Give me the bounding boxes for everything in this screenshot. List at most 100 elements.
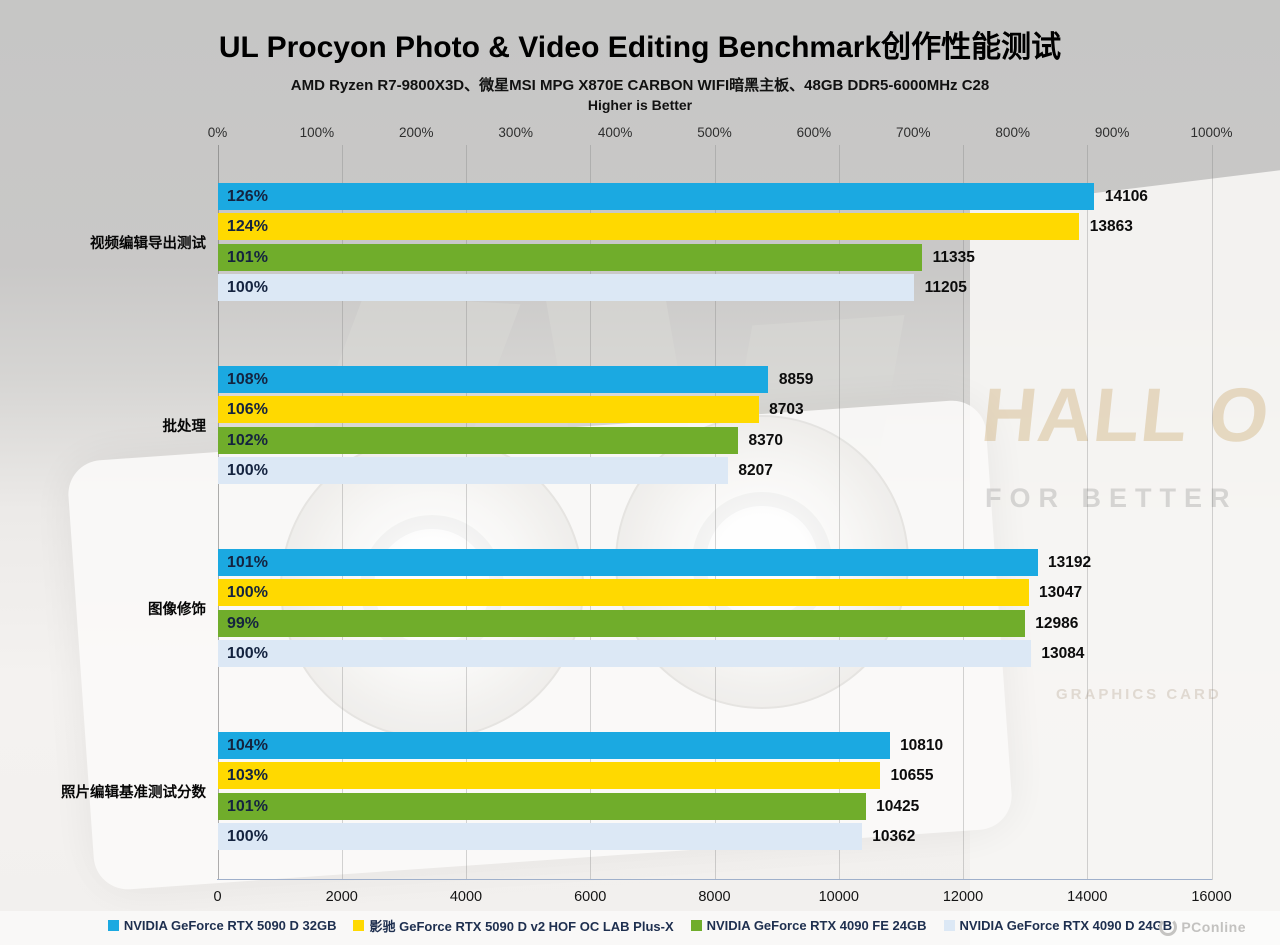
bottom-axis-tick-label: 14000 xyxy=(1067,889,1108,905)
category-label: 视频编辑导出测试 xyxy=(90,236,206,253)
top-axis-tick-label: 700% xyxy=(896,125,931,140)
legend-swatch xyxy=(353,920,365,931)
bar-percent-label: 108% xyxy=(227,371,268,388)
gridline xyxy=(466,145,467,880)
bar-percent-label: 100% xyxy=(227,827,268,845)
bar-value-label: 8859 xyxy=(778,371,814,388)
bar-percent-label: 100% xyxy=(227,584,268,602)
bar: 100% xyxy=(218,273,915,301)
bottom-axis-tick-label: 6000 xyxy=(574,889,607,905)
bar-percent-label: 100% xyxy=(227,644,268,662)
bar-value-label: 13047 xyxy=(1039,584,1083,602)
for-better-watermark-text: FOR BETTER xyxy=(985,483,1238,513)
bar: 102% xyxy=(218,426,738,454)
legend-label: NVIDIA GeForce RTX 4090 D 24GB xyxy=(959,918,1173,933)
graphics-card-watermark-text: GRAPHICS CARD xyxy=(1056,686,1222,703)
top-axis-tick-label: 600% xyxy=(796,125,832,140)
bar: 101% xyxy=(218,792,866,820)
bar-value-label: 14106 xyxy=(1104,188,1148,205)
bar-percent-label: 102% xyxy=(227,431,268,449)
top-axis-tick-label: 400% xyxy=(597,125,633,140)
top-axis-tick-label: 300% xyxy=(498,125,533,140)
bar: 99% xyxy=(218,609,1025,637)
gridline xyxy=(217,145,219,880)
gridline xyxy=(714,145,716,880)
legend: NVIDIA GeForce RTX 5090 D 32GB 影驰 GeForce… xyxy=(0,916,1280,935)
bottom-axis-line xyxy=(217,879,1212,880)
legend-item: NVIDIA GeForce RTX 5090 D 32GB xyxy=(107,918,337,933)
bar: 100% xyxy=(218,639,1031,667)
bar-value-label: 10655 xyxy=(890,767,934,785)
legend-item: NVIDIA GeForce RTX 4090 D 24GB xyxy=(943,918,1173,933)
gridline xyxy=(341,145,343,880)
bar-percent-label: 100% xyxy=(227,461,268,479)
legend-swatch xyxy=(690,920,702,931)
gridline xyxy=(1087,145,1089,880)
bar-percent-label: 106% xyxy=(227,401,268,419)
top-axis-tick-label: 500% xyxy=(697,125,732,140)
gridline xyxy=(963,145,964,880)
legend-label: NVIDIA GeForce RTX 4090 FE 24GB xyxy=(706,918,927,933)
bar-value-label: 11205 xyxy=(924,278,967,296)
legend-swatch xyxy=(943,920,955,931)
bar-value-label: 8207 xyxy=(738,461,773,479)
bar-value-label: 13863 xyxy=(1089,218,1133,236)
bar-value-label: 13192 xyxy=(1048,554,1092,571)
bar-percent-label: 99% xyxy=(227,614,260,632)
bottom-axis-tick-label: 0 xyxy=(213,889,222,905)
bar-percent-label: 101% xyxy=(227,248,268,266)
bar-percent-label: 126% xyxy=(227,188,268,205)
pconline-watermark: PConline xyxy=(1159,918,1246,936)
pconline-logo-icon xyxy=(1159,918,1178,936)
top-axis-tick-label: 1000% xyxy=(1190,125,1233,140)
top-axis-tick-label: 0% xyxy=(207,125,228,140)
legend-swatch xyxy=(107,920,119,931)
higher-is-better-note: Higher is Better xyxy=(587,97,693,113)
bottom-axis-tick-label: 2000 xyxy=(325,889,358,905)
category-label: 图像修饰 xyxy=(148,602,206,619)
bar: 103% xyxy=(218,762,880,790)
top-axis-tick-label: 100% xyxy=(299,125,335,140)
bar: 106% xyxy=(218,396,759,424)
category-label: 照片编辑基准测试分数 xyxy=(61,785,206,802)
bar-value-label: 10425 xyxy=(876,797,920,815)
bar: 126% xyxy=(218,183,1095,210)
top-axis-tick-label: 900% xyxy=(1094,125,1130,140)
bar-percent-label: 104% xyxy=(227,737,268,754)
pconline-brand-text: PConline xyxy=(1181,919,1246,935)
bottom-axis-tick-label: 12000 xyxy=(942,889,984,905)
category-label: 批处理 xyxy=(162,419,207,436)
bottom-axis-tick-label: 10000 xyxy=(818,889,859,905)
legend-item: NVIDIA GeForce RTX 4090 FE 24GB xyxy=(690,918,927,933)
bottom-axis-tick-label: 16000 xyxy=(1191,889,1232,905)
bar-value-label: 13084 xyxy=(1041,644,1085,662)
chart-title: UL Procyon Photo & Video Editing Benchma… xyxy=(218,31,1062,64)
bar: 100% xyxy=(218,456,728,484)
bottom-axis-tick-label: 8000 xyxy=(698,889,731,905)
bar-value-label: 8703 xyxy=(769,401,804,419)
bar-value-label: 10362 xyxy=(872,827,916,845)
legend-item: 影驰 GeForce RTX 5090 D v2 HOF OC LAB Plus… xyxy=(353,916,674,935)
bar: 124% xyxy=(218,213,1080,241)
bar: 100% xyxy=(218,822,862,850)
bar: 100% xyxy=(218,579,1029,607)
bar-percent-label: 101% xyxy=(227,554,268,571)
bar-value-label: 12986 xyxy=(1035,614,1079,632)
bar-value-label: 8370 xyxy=(748,431,783,449)
bar-value-label: 10810 xyxy=(900,737,944,754)
top-axis-tick-label: 200% xyxy=(399,125,434,140)
bar: 101% xyxy=(218,549,1038,576)
bar-percent-label: 124% xyxy=(227,218,268,236)
bar: 108% xyxy=(218,366,769,393)
bar: 101% xyxy=(218,243,923,271)
bar-percent-label: 103% xyxy=(227,767,268,785)
chart-subtitle: AMD Ryzen R7-9800X3D、微星MSI MPG X870E CAR… xyxy=(290,77,990,94)
bar-percent-label: 101% xyxy=(227,797,268,815)
bar: 104% xyxy=(218,732,890,759)
legend-label: 影驰 GeForce RTX 5090 D v2 HOF OC LAB Plus… xyxy=(369,919,674,934)
top-axis-tick-label: 800% xyxy=(995,125,1030,140)
gridline xyxy=(838,145,840,880)
legend-label: NVIDIA GeForce RTX 5090 D 32GB xyxy=(123,918,337,933)
